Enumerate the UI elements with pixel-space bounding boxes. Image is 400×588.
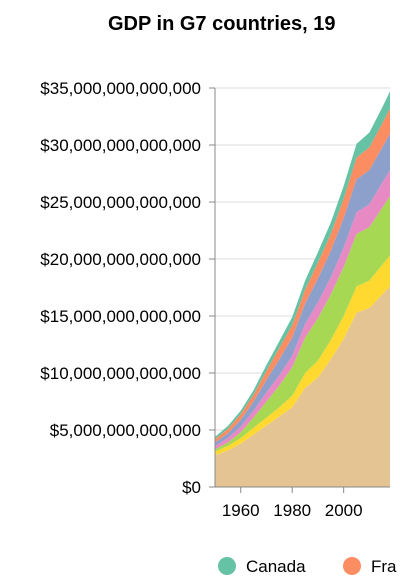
legend-label: Canada: [246, 557, 306, 576]
legend-swatch: [218, 557, 236, 575]
x-tick-label: 2000: [325, 501, 363, 520]
legend-label: Fra: [371, 557, 397, 576]
area-series-0: [215, 286, 390, 487]
area-series-5: [215, 108, 390, 443]
y-tick-label: $20,000,000,000,000: [40, 250, 201, 269]
y-tick-label: $10,000,000,000,000: [40, 364, 201, 383]
legend-swatch: [343, 557, 361, 575]
x-tick-label: 1980: [273, 501, 311, 520]
stacked-areas: [215, 91, 390, 487]
y-tick-label: $30,000,000,000,000: [40, 136, 201, 155]
chart-title: GDP in G7 countries, 19: [108, 13, 335, 35]
y-tick-label: $25,000,000,000,000: [40, 193, 201, 212]
x-tick-label: 1960: [222, 501, 260, 520]
area-series-4: [215, 133, 390, 446]
y-tick-label: $0: [182, 478, 201, 497]
y-tick-label: $15,000,000,000,000: [40, 307, 201, 326]
axes: $0 $5,000,000,000,000 $10,000,000,000,000 $…: [40, 79, 390, 520]
y-tick-label: $5,000,000,000,000: [50, 421, 201, 440]
y-tick-label: $35,000,000,000,000: [40, 79, 201, 98]
legend: Canada Fra: [218, 557, 397, 576]
area-series-6: [215, 91, 390, 440]
